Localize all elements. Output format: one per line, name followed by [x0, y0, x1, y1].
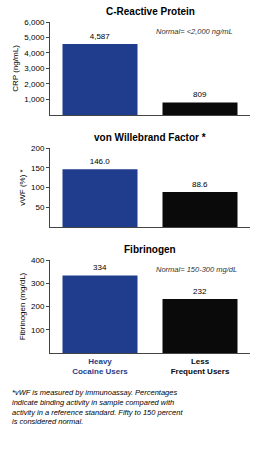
- svg-text:88.6: 88.6: [192, 180, 208, 189]
- svg-text:von Willebrand Factor *: von Willebrand Factor *: [94, 132, 206, 143]
- svg-text:232: 232: [193, 287, 207, 296]
- svg-text:146.0: 146.0: [90, 157, 111, 166]
- svg-text:C-Reactive Protein: C-Reactive Protein: [106, 6, 195, 17]
- svg-text:Fibrinogen (mg/dL): Fibrinogen (mg/dL): [18, 272, 27, 340]
- svg-text:334: 334: [93, 263, 107, 272]
- svg-text:400: 400: [31, 256, 45, 265]
- svg-text:200: 200: [31, 144, 45, 153]
- svg-text:2,000: 2,000: [24, 80, 45, 89]
- svg-text:6,000: 6,000: [24, 18, 45, 27]
- svg-text:200: 200: [31, 302, 45, 311]
- svg-text:4,587: 4,587: [90, 32, 111, 41]
- svg-text:LessFrequent Users: LessFrequent Users: [171, 357, 230, 376]
- svg-text:300: 300: [31, 279, 45, 288]
- svg-text:vWF (%) *: vWF (%) *: [18, 169, 27, 205]
- svg-text:Normal= <2,000 ng/mL: Normal= <2,000 ng/mL: [156, 27, 233, 36]
- svg-text:4,000: 4,000: [24, 49, 45, 58]
- svg-text:Fibrinogen: Fibrinogen: [124, 244, 176, 255]
- svg-text:809: 809: [193, 90, 207, 99]
- svg-text:100: 100: [31, 326, 45, 335]
- svg-text:3,000: 3,000: [24, 64, 45, 73]
- svg-text:150: 150: [31, 164, 45, 173]
- svg-text:50: 50: [35, 203, 44, 212]
- svg-text:5,000: 5,000: [24, 33, 45, 42]
- svg-text:100: 100: [31, 183, 45, 192]
- svg-text:HeavyCocaine Users: HeavyCocaine Users: [72, 357, 128, 376]
- svg-text:Normal= 150-300 mg/dL: Normal= 150-300 mg/dL: [156, 265, 237, 274]
- svg-text:*vWF is measured by immunoassa: *vWF is measured by immunoassay. Percent…: [12, 388, 183, 426]
- svg-text:1,000: 1,000: [24, 95, 45, 104]
- svg-text:CRP (ng/mL): CRP (ng/mL): [11, 45, 20, 92]
